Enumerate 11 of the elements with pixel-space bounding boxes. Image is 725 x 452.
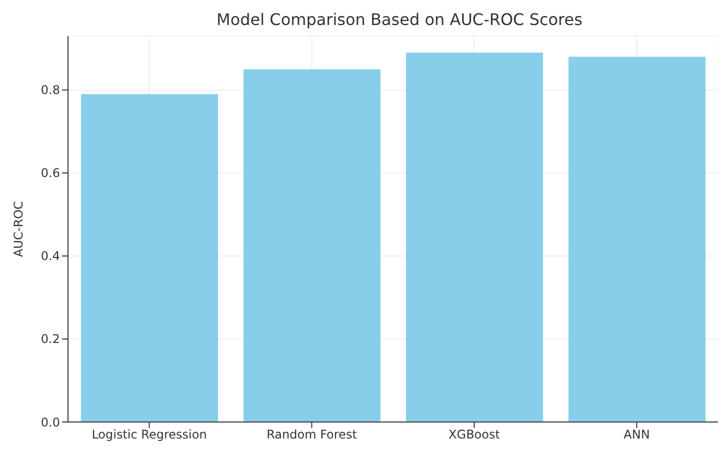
y-tick-label: 0.6 xyxy=(40,166,60,180)
y-tick-label: 0.2 xyxy=(40,332,60,346)
x-tick-label: ANN xyxy=(624,428,650,442)
y-tick-label: 0.0 xyxy=(40,415,60,430)
y-tick-label: 0.4 xyxy=(40,249,60,264)
x-tick-label: XGBoost xyxy=(448,428,500,442)
x-tick-label: Logistic Regression xyxy=(92,428,207,442)
x-tick-label: Random Forest xyxy=(266,428,358,442)
chart-title: Model Comparison Based on AUC-ROC Scores xyxy=(216,10,584,29)
y-tick-label: 0.8 xyxy=(40,83,60,98)
y-axis-title: AUC-ROC xyxy=(11,201,26,257)
